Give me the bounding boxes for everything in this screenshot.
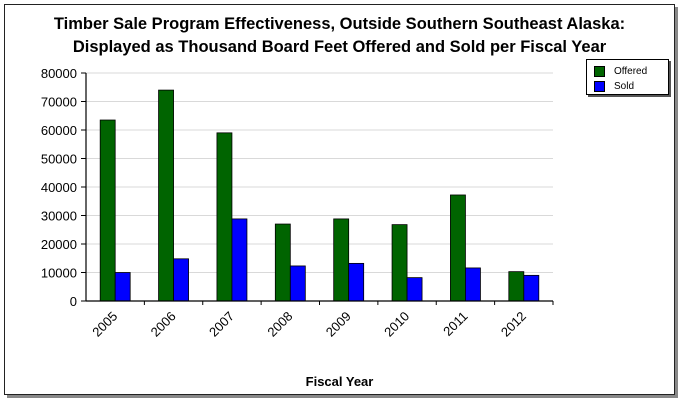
bar-offered (99, 119, 116, 302)
y-tick-label: 40000 (41, 180, 77, 195)
bar-sold (465, 267, 481, 302)
legend-label-sold: Sold (614, 80, 635, 92)
legend-label-offered: Offered (614, 65, 648, 77)
bar-offered (450, 194, 466, 302)
bar-sold (231, 218, 248, 302)
x-tick-label: 2008 (264, 309, 295, 340)
x-tick-label: 2009 (323, 309, 354, 340)
x-tick-label: 2011 (440, 309, 470, 339)
legend-swatch-offered (594, 65, 605, 77)
chart-subtitle: Displayed as Thousand Board Feet Offered… (72, 38, 607, 56)
bar-sold (289, 265, 306, 302)
x-tick-label: 2012 (498, 309, 529, 340)
bar-sold (523, 274, 540, 302)
x-tick-label: 2005 (89, 309, 120, 340)
x-tick-label: 2010 (381, 309, 412, 340)
legend-swatch-sold (594, 80, 605, 92)
y-tick-label: 30000 (41, 209, 77, 224)
x-axis-label: Fiscal Year (305, 374, 374, 389)
bar-offered (508, 271, 525, 302)
y-tick-label: 10000 (41, 266, 77, 281)
chart-title: Timber Sale Program Effectiveness, Outsi… (53, 15, 626, 33)
legend-item-sold: Sold (594, 80, 634, 92)
y-tick-label: 70000 (41, 95, 77, 110)
chart-legend: Offered Sold (586, 59, 669, 95)
bar-offered (391, 224, 408, 302)
y-tick-label: 60000 (41, 123, 77, 138)
y-tick-label: 20000 (41, 237, 77, 252)
bar-offered (158, 89, 174, 302)
bar-offered (333, 218, 350, 302)
bar-offered (274, 223, 291, 302)
x-tick-label: 2007 (206, 309, 237, 340)
bar-sold (173, 258, 189, 302)
y-tick-label: 50000 (41, 152, 77, 167)
bar-sold (348, 262, 365, 302)
chart-frame (4, 4, 675, 395)
legend-item-offered: Offered (594, 65, 647, 77)
bar-sold (114, 272, 131, 302)
y-tick-label: 80000 (41, 66, 77, 81)
bar-offered (216, 132, 233, 302)
y-tick-label: 0 (70, 294, 77, 309)
x-tick-label: 2006 (148, 309, 179, 340)
bar-sold (406, 277, 423, 302)
